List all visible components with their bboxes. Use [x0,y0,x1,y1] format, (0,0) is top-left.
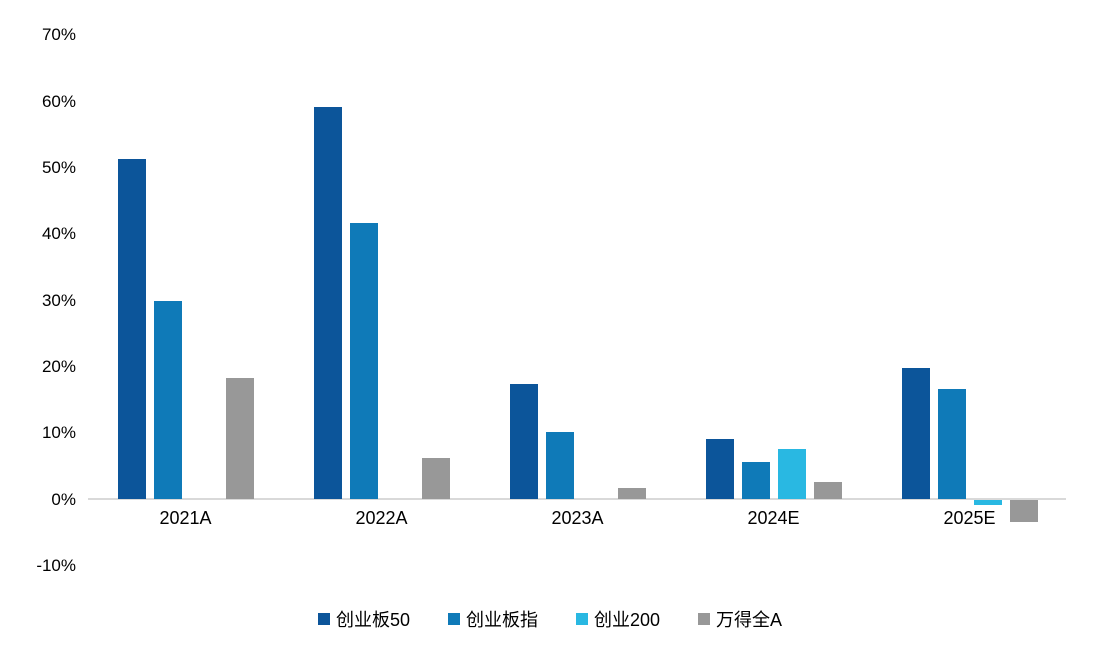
category-label-2025E: 2025E [943,508,996,528]
bar-创业200-2025E [973,500,1002,506]
y-tick-label: 10% [41,423,76,443]
bar-万得全A-2024E [813,481,842,499]
y-tick-label: -10% [36,555,76,575]
bar-创业板50-2024E [705,439,734,499]
bar-万得全A-2021A [225,377,254,499]
category-label-2023A: 2023A [551,508,604,528]
bar-创业板50-2022A [313,107,342,499]
bar-创业板指-2024E [741,461,770,499]
bar-创业板指-2022A [349,223,378,499]
category-label-2022A: 2022A [355,508,408,528]
bar-万得全A-2023A [617,488,646,499]
legend-label: 创业200 [593,610,661,630]
legend-item-创业板50: 创业板50 [317,606,410,632]
y-tick-label: 50% [41,158,76,177]
y-tick-label: 20% [41,356,76,376]
legend-item-创业200: 创业200 [575,606,661,632]
bar-创业200-2024E [777,448,806,499]
y-tick-label: 40% [41,224,76,244]
bar-万得全A-2025E [1009,500,1038,522]
legend-marker-icon [317,613,330,625]
bar-创业板50-2023A [509,383,538,499]
y-tick-label: 70% [41,25,76,45]
legend-marker-icon [447,613,460,625]
x-axis-line [88,498,1066,500]
bar-创业板指-2025E [937,388,966,499]
legend-item-创业板指: 创业板指 [447,606,538,632]
legend-marker-icon [698,613,711,625]
bar-创业板指-2021A [153,301,182,499]
bar-万得全A-2022A [421,457,450,499]
y-tick-label: 30% [41,290,76,310]
legend-label: 创业板指 [465,610,538,630]
y-tick-label: 60% [41,91,76,111]
legend-label: 万得全A [716,610,783,630]
legend-item-万得全A: 万得全A [698,606,782,632]
legend-marker-icon [575,613,588,625]
legend: 创业板50 创业板指 创业200 万得全A [0,606,1100,632]
bar-创业板指-2023A [545,432,574,499]
bar-创业板50-2021A [117,158,146,499]
bar-创业板50-2025E [901,367,930,499]
category-label-2021A: 2021A [159,508,212,528]
category-label-2024E: 2024E [747,508,800,528]
legend-label: 创业板50 [335,610,410,630]
y-tick-label: 0% [51,489,76,509]
